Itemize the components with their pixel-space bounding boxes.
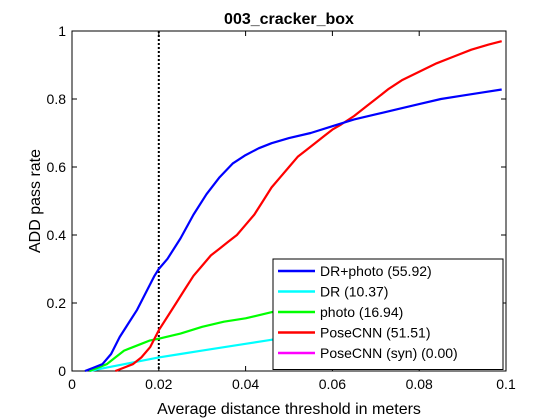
series-line-3 (114, 40, 502, 373)
y-tick-label: 0.6 (47, 159, 67, 175)
legend-entry: DR+photo (55.92) (320, 263, 432, 279)
x-tick-label: 0.04 (232, 376, 259, 392)
legend-box (272, 258, 504, 370)
chart-title: 003_cracker_box (224, 11, 354, 28)
legend-entry: photo (16.94) (320, 304, 403, 320)
x-tick-label: 0.08 (406, 376, 433, 392)
x-tick-label: 0.06 (319, 376, 346, 392)
y-tick-label: 0 (58, 363, 66, 379)
x-tick-label: 0.1 (496, 376, 516, 392)
legend-entry: PoseCNN (syn) (0.00) (320, 345, 458, 361)
legend-entry: DR (10.37) (320, 284, 388, 300)
y-tick-label: 1 (58, 23, 66, 39)
y-tick-label: 0.2 (47, 295, 67, 311)
series-line-0 (84, 88, 502, 373)
legend-entry: PoseCNN (51.51) (320, 325, 431, 341)
x-tick-label: 0 (68, 376, 76, 392)
x-axis-label: Average distance threshold in meters (157, 401, 421, 418)
y-axis-label: ADD pass rate (27, 149, 44, 253)
y-tick-label: 0.8 (47, 91, 67, 107)
legend: DR+photo (55.92) DR (10.37) photo (16.94) P… (272, 258, 504, 370)
y-tick-label: 0.4 (47, 227, 67, 243)
x-tick-label: 0.02 (145, 376, 172, 392)
